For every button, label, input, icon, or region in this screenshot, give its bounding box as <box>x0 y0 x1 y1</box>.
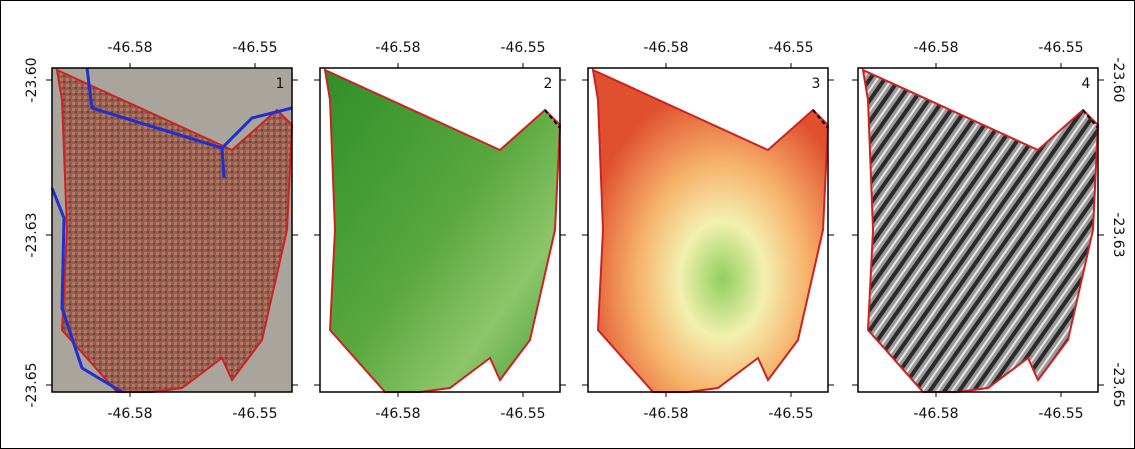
longitude-label: -46.58 <box>375 40 420 56</box>
longitude-label: -46.55 <box>1038 406 1083 422</box>
longitude-label: -46.55 <box>1038 40 1083 56</box>
longitude-label: -46.58 <box>913 406 958 422</box>
longitude-label: -46.55 <box>768 40 813 56</box>
latitude-label: -23.65 <box>1110 362 1126 407</box>
longitude-label: -46.55 <box>500 40 545 56</box>
boundary-line <box>222 148 224 178</box>
longitude-label: -46.55 <box>232 406 277 422</box>
longitude-label: -46.58 <box>913 40 958 56</box>
latitude-label: -23.63 <box>24 212 40 257</box>
district-area <box>325 70 560 392</box>
latitude-label: -23.60 <box>1110 57 1126 102</box>
latitude-label: -23.60 <box>24 57 40 102</box>
panel-number: 2 <box>544 76 553 92</box>
district-area <box>593 70 828 392</box>
longitude-label: -46.58 <box>107 406 152 422</box>
latitude-label: -23.63 <box>1110 212 1126 257</box>
longitude-label: -46.55 <box>232 40 277 56</box>
panel-number: 4 <box>1082 76 1091 92</box>
latitude-label: -23.65 <box>24 362 40 407</box>
longitude-label: -46.58 <box>375 406 420 422</box>
longitude-label: -46.58 <box>107 40 152 56</box>
longitude-label: -46.58 <box>643 40 688 56</box>
district-area <box>863 70 1098 392</box>
longitude-label: -46.58 <box>643 406 688 422</box>
longitude-label: -46.55 <box>768 406 813 422</box>
longitude-label: -46.55 <box>500 406 545 422</box>
panel-number: 3 <box>812 76 821 92</box>
figure: 1 -46.58 -46.58 -46.55 -46.55 -23.60 -23.63 -23… <box>0 0 1135 449</box>
panel-number: 1 <box>276 76 285 92</box>
